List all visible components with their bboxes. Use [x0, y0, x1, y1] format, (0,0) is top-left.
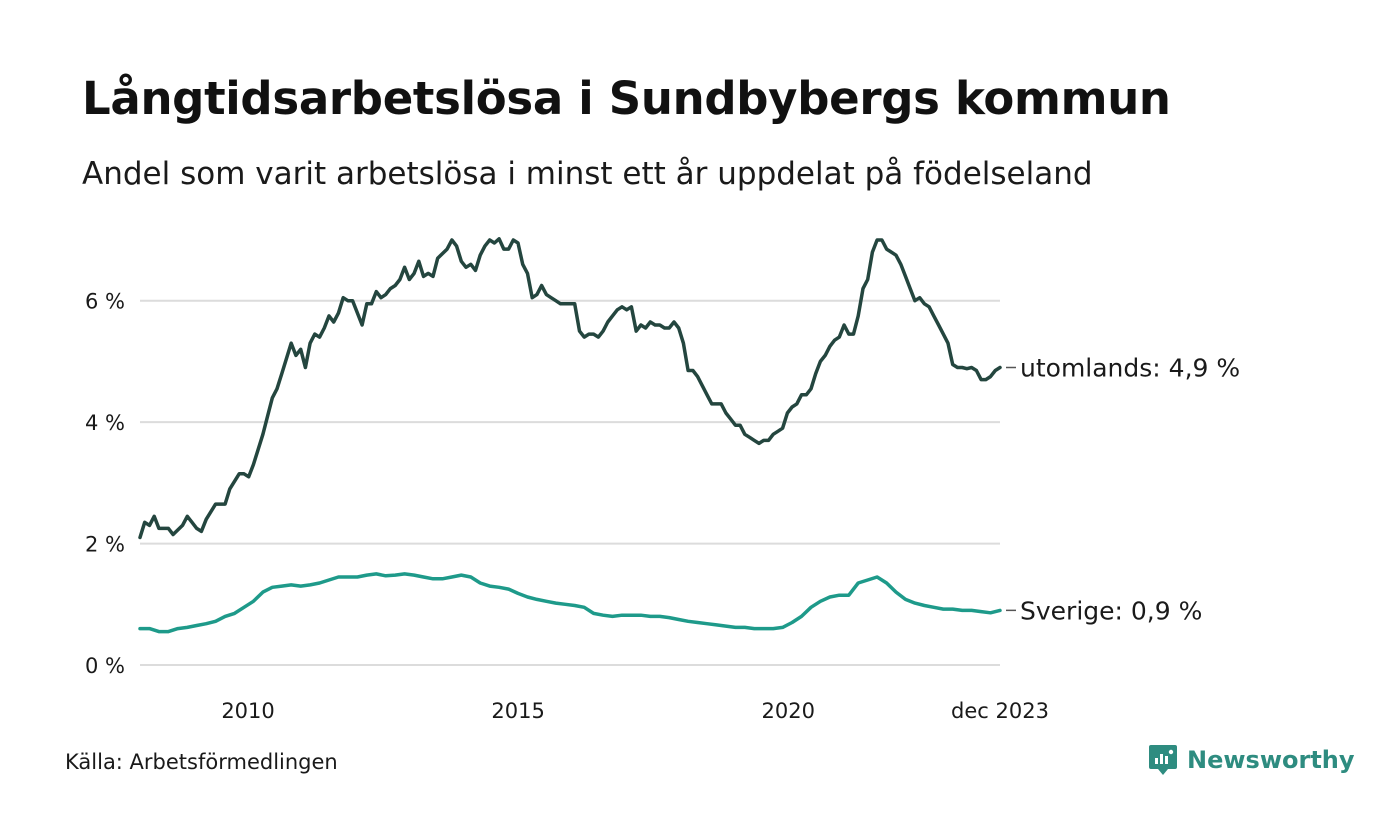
y-tick-label: 2 % — [85, 533, 125, 557]
newsworthy-logo-icon — [1149, 745, 1177, 775]
brand-logo: Newsworthy — [1148, 743, 1355, 777]
chart-title: Långtidsarbetslösa i Sundbybergs kommun — [82, 72, 1171, 125]
series-line-sverige — [138, 572, 1002, 634]
x-tick-label: 2010 — [221, 699, 274, 723]
end-label-utomlands: utomlands: 4,9 % — [1020, 354, 1240, 383]
end-label-sverige: Sverige: 0,9 % — [1020, 596, 1202, 625]
brand-name: Newsworthy — [1187, 746, 1355, 774]
y-tick-label: 4 % — [85, 411, 125, 435]
x-tick-label: 2020 — [762, 699, 815, 723]
x-tick-label: 2015 — [491, 699, 544, 723]
series-line-utomlands — [138, 237, 1002, 540]
chart-subtitle: Andel som varit arbetslösa i minst ett å… — [82, 156, 1093, 192]
x-tick-label: dec 2023 — [951, 699, 1049, 723]
y-tick-label: 0 % — [85, 654, 125, 678]
y-tick-label: 6 % — [85, 290, 125, 314]
source-note: Källa: Arbetsförmedlingen — [65, 750, 338, 774]
